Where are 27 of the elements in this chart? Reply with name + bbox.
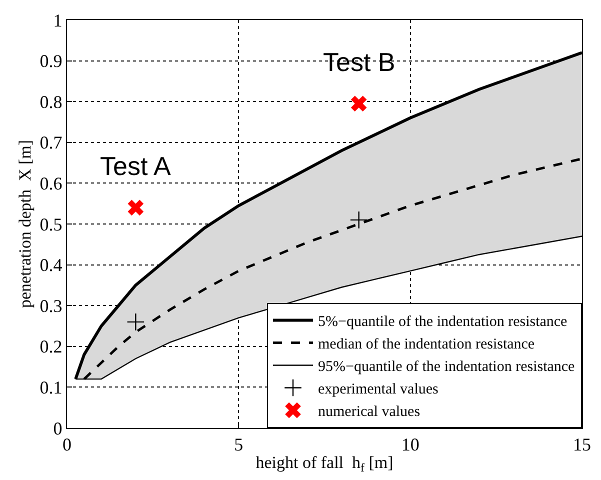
legend-label: 95%−quantile of the indentation resistance — [318, 359, 576, 376]
y-tick-label: 0.8 — [40, 92, 62, 112]
x-tick-label: 10 — [401, 434, 420, 455]
x-tick-label: 15 — [573, 434, 591, 455]
y-tick-label: 0.9 — [40, 51, 62, 72]
legend-label: 5%−quantile of the indentation resistance — [318, 314, 568, 330]
legend-label: median of the indentation resistance — [318, 336, 535, 353]
legend-label: numerical values — [318, 404, 420, 420]
y-tick-label: 0.4 — [40, 255, 62, 276]
x-axis-title: height of fall h$_{f}$ [m] — [256, 453, 394, 475]
point — [350, 96, 367, 112]
annotation: Test A — [100, 151, 172, 181]
y-tick-label: 1 — [53, 10, 62, 30]
y-tick-label: 0 — [53, 418, 62, 438]
annotation: Test B — [323, 47, 396, 77]
y-tick-label: 0.1 — [40, 378, 62, 398]
y-tick-label: 0.7 — [40, 132, 62, 153]
y-tick-label: 0.6 — [40, 174, 62, 194]
legend-label: experimental values — [318, 382, 439, 398]
y-tick-label: 0.5 — [40, 214, 62, 234]
point — [350, 210, 368, 229]
y-axis-title: penetration depth X [m] — [15, 140, 34, 308]
point — [126, 312, 145, 331]
y-tick-label: 0.3 — [40, 296, 62, 316]
x-tick-label: 5 — [234, 434, 244, 455]
y-tick-label: 0.2 — [40, 336, 62, 357]
point — [128, 200, 144, 216]
